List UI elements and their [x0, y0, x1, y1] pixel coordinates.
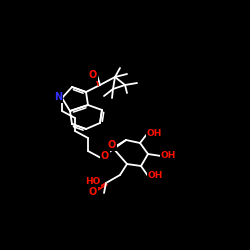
Text: O: O — [89, 70, 97, 80]
Text: OH: OH — [160, 152, 176, 160]
Text: OH: OH — [147, 172, 163, 180]
Text: OH: OH — [146, 130, 162, 138]
Text: O: O — [89, 187, 97, 197]
Text: N: N — [54, 92, 62, 102]
Text: O: O — [108, 140, 116, 150]
Text: HO: HO — [85, 178, 101, 186]
Text: O: O — [101, 151, 109, 161]
